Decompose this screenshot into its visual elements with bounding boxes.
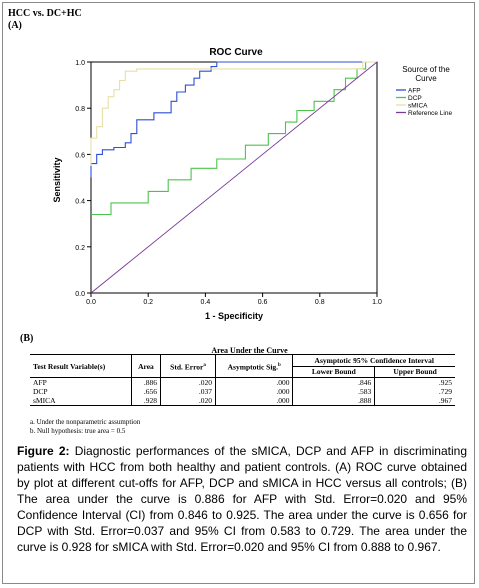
legend-label: DCP <box>408 95 422 102</box>
header-asymp-sig: Asymptotic Sig.b <box>215 354 294 378</box>
legend-title-line-1: Source of the <box>402 65 450 74</box>
header-lower: Lower Bound <box>292 366 376 378</box>
row-area: .928 <box>131 396 162 406</box>
table-notes: a. Under the nonparametric assumption b.… <box>30 418 140 435</box>
row-lower: .888 <box>292 396 376 406</box>
header-upper: Upper Bound <box>374 366 455 378</box>
series-lines <box>90 61 378 294</box>
roc-chart: ROC Curve Sensitivity 1 - Specificity 0.… <box>52 47 452 321</box>
header-area: Area <box>131 354 162 378</box>
x-tick-label: 0.0 <box>86 299 96 306</box>
figure-header: HCC vs. DC+HC (A) <box>8 8 82 32</box>
row-se: .037 <box>160 387 216 396</box>
y-tick-label: 0.6 <box>75 152 85 159</box>
table-note: a. Under the nonparametric assumption <box>30 418 141 426</box>
table-row: DCP .656 .037 .000 .583 .729 <box>30 387 455 396</box>
x-tick-label: 0.8 <box>315 299 325 306</box>
panel-a-label: (A) <box>8 20 22 31</box>
row-sig: .000 <box>215 396 294 406</box>
table-header-row-2: Lower Bound Upper Bound <box>30 366 455 378</box>
y-tick-label: 0.8 <box>75 106 85 113</box>
y-tick-label: 1.0 <box>75 60 85 67</box>
series-line-dcp <box>91 61 377 216</box>
figure-title: HCC vs. DC+HC <box>8 8 82 19</box>
y-tick-label: 0.4 <box>75 199 85 206</box>
legend-title-line-2: Curve <box>415 74 437 83</box>
table-header-row-1: Test Result Variable(s) Area Std. Errora… <box>30 354 455 378</box>
auc-table: Test Result Variable(s) Area Std. Errora… <box>30 354 455 406</box>
table-row: sMICA .928 .020 .000 .888 .967 <box>30 396 455 406</box>
row-se: .020 <box>160 377 216 387</box>
series-line-reference-line <box>90 61 378 294</box>
row-name: DCP <box>30 387 132 396</box>
header-std-error: Std. Errora <box>160 354 216 378</box>
row-sig: .000 <box>215 387 294 396</box>
row-upper: .967 <box>438 396 452 405</box>
row-upper: .925 <box>438 378 452 387</box>
row-area: .656 <box>131 387 162 396</box>
y-tick-label: 0.0 <box>75 291 85 298</box>
chart-title: ROC Curve <box>209 47 263 58</box>
x-tick-label: 0.6 <box>258 299 268 306</box>
legend-label: Reference Line <box>408 110 452 117</box>
header-variable: Test Result Variable(s) <box>30 354 132 378</box>
row-sig: .000 <box>215 377 294 387</box>
caption-text: Diagnostic performances of the sMICA, DC… <box>17 444 467 554</box>
figure-caption: Figure 2: Diagnostic performances of the… <box>17 443 467 555</box>
row-se: .020 <box>160 396 216 406</box>
table-row: AFP .886 .020 .000 .846 .925 <box>30 377 455 387</box>
legend-label: AFP <box>408 88 421 95</box>
y-ticks: 0.0 0.2 0.4 0.6 0.8 1.0 <box>75 60 91 298</box>
x-tick-label: 1.0 <box>372 299 382 306</box>
series-line-smica <box>90 61 377 166</box>
x-tick-label: 0.4 <box>201 299 211 306</box>
x-axis-label: 1 - Specificity <box>205 311 263 321</box>
table-note: b. Null hypothesis: true area = 0.5 <box>30 426 126 435</box>
header-ci-group: Asymptotic 95% Confidence Interval <box>292 354 455 367</box>
legend: Source of the Curve AFPDCPsMICAReference… <box>396 65 452 117</box>
panel-b-label: (B) <box>20 333 34 344</box>
figure-frame <box>2 2 475 584</box>
series-line-afp <box>90 61 377 178</box>
row-name: sMICA <box>30 396 132 406</box>
caption-label: Figure 2: <box>17 444 70 458</box>
y-axis-label: Sensitivity <box>52 157 62 202</box>
row-name: AFP <box>30 377 132 387</box>
row-area: .886 <box>131 377 162 387</box>
x-tick-label: 0.2 <box>143 299 153 306</box>
y-tick-label: 0.2 <box>75 245 85 252</box>
row-lower: .846 <box>292 377 376 387</box>
row-lower: .583 <box>292 387 376 396</box>
legend-label: sMICA <box>408 103 428 110</box>
table-title: Area Under the Curve <box>211 346 288 355</box>
x-ticks: 0.0 0.2 0.4 0.6 0.8 1.0 <box>86 293 382 306</box>
row-upper: .729 <box>438 387 452 396</box>
